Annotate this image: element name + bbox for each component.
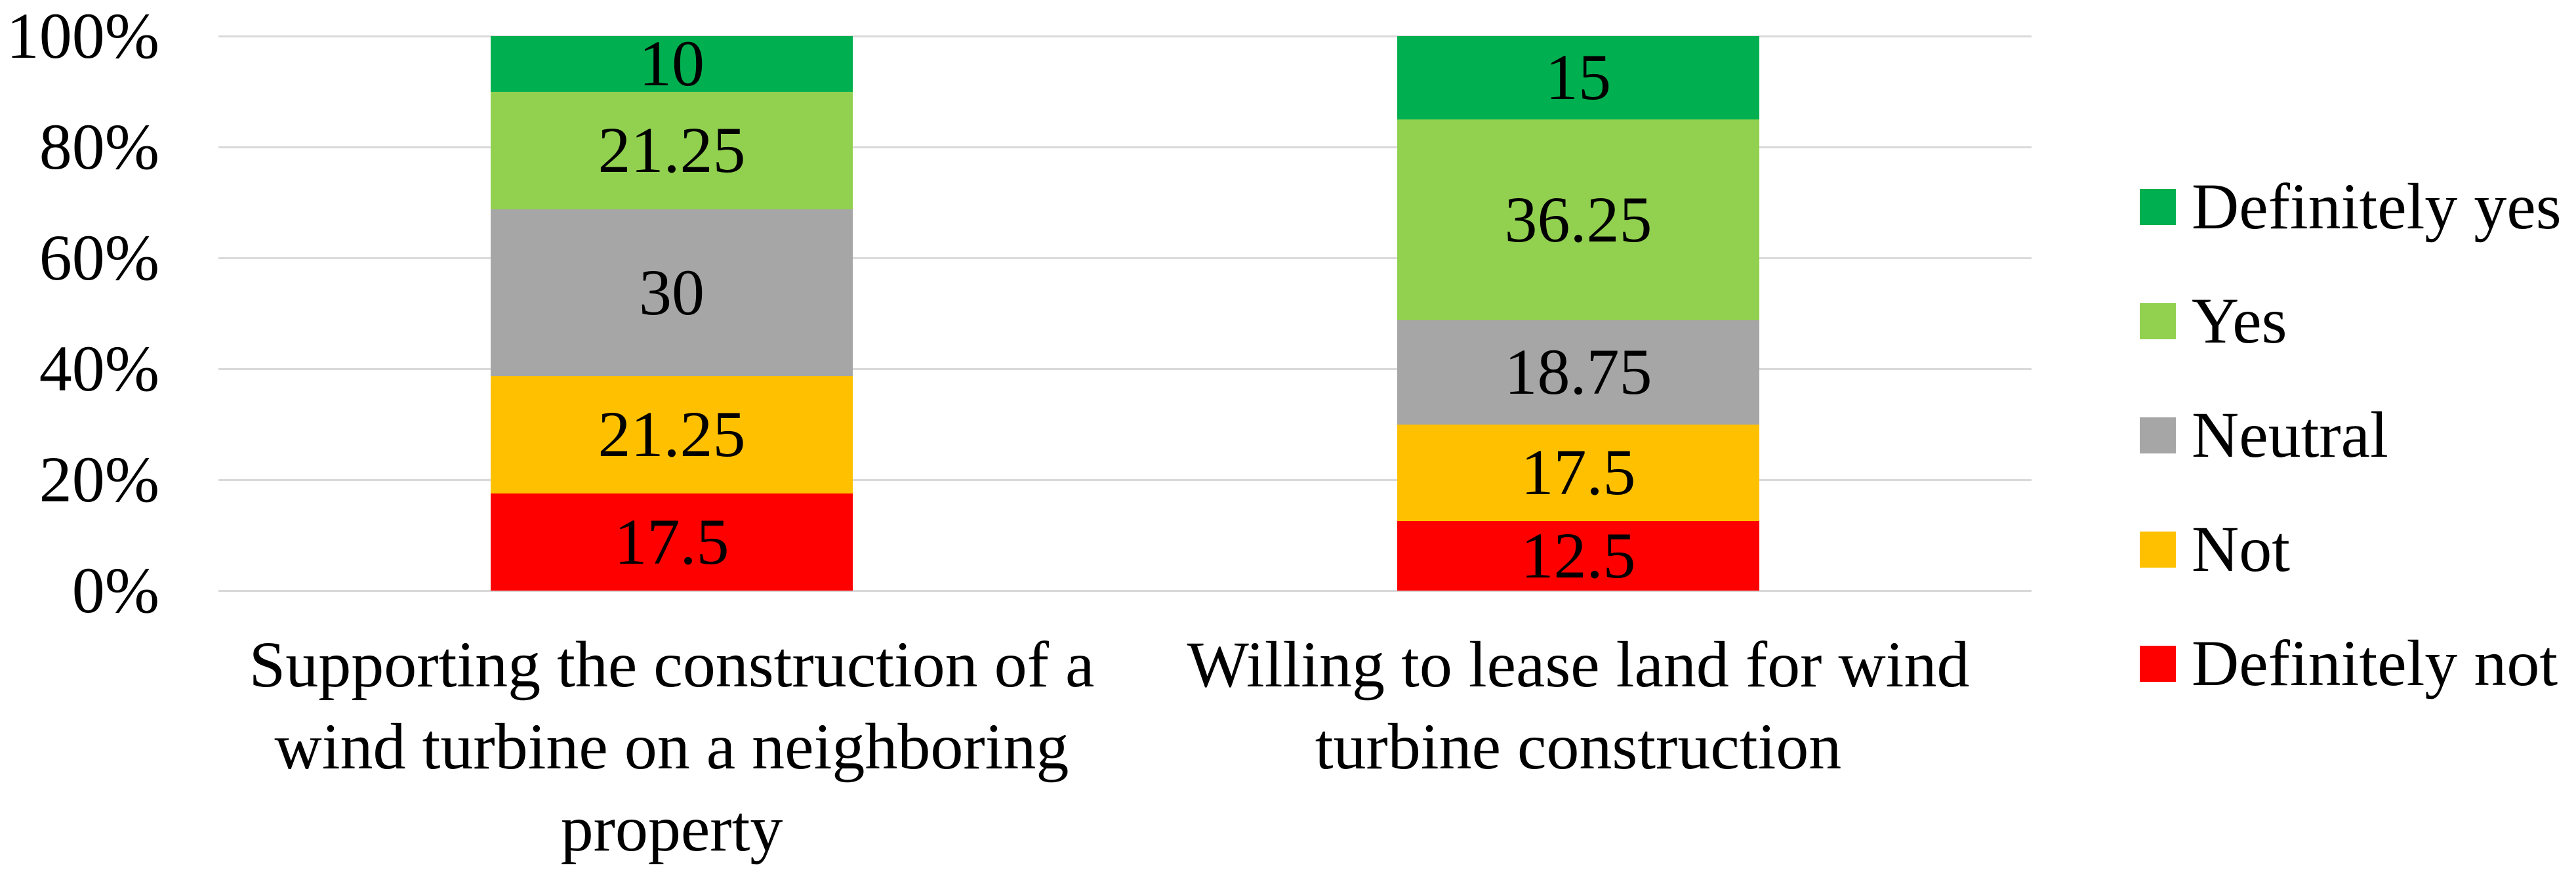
bar-segment-neutral: 30 <box>491 209 853 376</box>
bar-segment-definitely-not: 12.5 <box>1397 521 1759 591</box>
data-label: 30 <box>639 255 705 329</box>
x-axis-category-label: Willing to lease land for wind turbine co… <box>1086 623 2070 787</box>
legend-item-neutral: Neutral <box>2140 399 2388 471</box>
x-axis-category-label: Supporting the construction of a wind tur… <box>180 623 1164 870</box>
legend-swatch-icon <box>2140 645 2176 682</box>
legend-label: Yes <box>2192 284 2287 357</box>
y-axis-tick-label: 100% <box>6 0 159 72</box>
legend-label: Neutral <box>2192 398 2388 471</box>
legend-swatch-icon <box>2140 417 2176 453</box>
data-label: 15 <box>1545 41 1611 114</box>
legend-label: Not <box>2192 513 2290 585</box>
x-axis-category-label-line: wind turbine on a neighboring <box>274 710 1069 783</box>
x-axis-category-label-line: Willing to lease land for wind <box>1187 628 1970 701</box>
y-axis-tick-label: 0% <box>72 554 159 627</box>
bar-segment-not: 17.5 <box>1397 424 1759 522</box>
data-label: 10 <box>639 27 705 100</box>
legend-swatch-icon <box>2140 531 2176 568</box>
legend-item-not: Not <box>2140 513 2290 585</box>
legend-item-yes: Yes <box>2140 285 2287 357</box>
legend-swatch-icon <box>2140 303 2176 339</box>
data-label: 21.25 <box>598 114 746 187</box>
legend-item-definitely-yes: Definitely yes <box>2140 171 2562 243</box>
data-label: 36.25 <box>1504 182 1652 256</box>
data-label: 17.5 <box>614 505 729 579</box>
bar-segment-definitely-not: 17.5 <box>491 493 853 591</box>
x-axis-category-label-line: property <box>560 792 783 865</box>
legend-label: Definitely yes <box>2192 170 2562 243</box>
legend-swatch-icon <box>2140 188 2176 225</box>
gridline <box>218 368 2032 370</box>
bar-segment-definitely-yes: 15 <box>1397 36 1759 119</box>
gridline <box>218 146 2032 148</box>
legend-item-definitely-not: Definitely not <box>2140 627 2558 700</box>
x-axis-category-label-line: Supporting the construction of a <box>249 628 1095 701</box>
data-label: 21.25 <box>598 398 746 471</box>
y-axis-tick-label: 20% <box>39 443 159 516</box>
data-label: 18.75 <box>1504 335 1652 409</box>
gridline <box>218 479 2032 481</box>
gridline <box>218 590 2032 592</box>
gridline <box>218 35 2032 37</box>
gridline <box>218 257 2032 259</box>
data-label: 12.5 <box>1521 519 1636 593</box>
data-label: 17.5 <box>1521 436 1636 509</box>
y-axis-tick-label: 40% <box>39 332 159 405</box>
y-axis-tick-label: 80% <box>39 110 159 183</box>
bar-1: 10 21.25 30 21.25 17.5 <box>491 31 853 591</box>
bar-segment-yes: 36.25 <box>1397 119 1759 321</box>
x-axis-category-label-line: turbine construction <box>1315 710 1842 783</box>
bar-segment-yes: 21.25 <box>491 91 853 210</box>
bar-segment-not: 21.25 <box>491 375 853 494</box>
y-axis-tick-label: 60% <box>39 221 159 294</box>
bar-segment-neutral: 18.75 <box>1397 320 1759 425</box>
bar-2: 15 36.25 18.75 17.5 12.5 <box>1397 36 1759 591</box>
bar-segment-definitely-yes: 10 <box>491 31 853 96</box>
legend-label: Definitely not <box>2192 627 2558 700</box>
